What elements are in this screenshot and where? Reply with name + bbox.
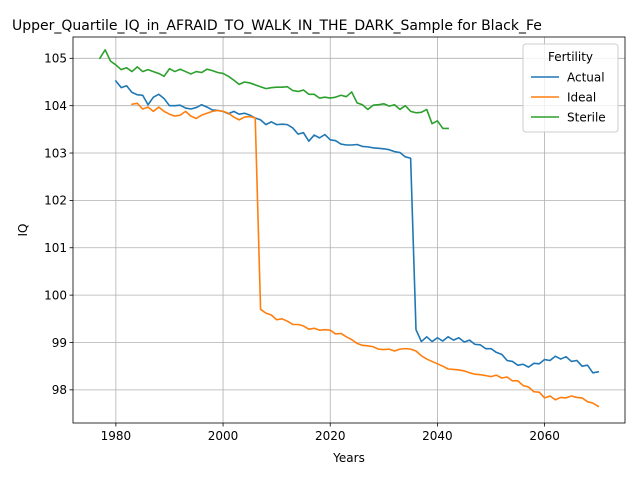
chart-title: Upper_Quartile_IQ_in_AFRAID_TO_WALK_IN_T…	[12, 18, 542, 34]
legend-label-ideal: Ideal	[567, 90, 596, 104]
x-axis-label: Years	[332, 451, 365, 465]
legend-label-actual: Actual	[567, 70, 605, 84]
legend-label-sterile: Sterile	[567, 110, 606, 124]
legend: Fertility Actual Ideal Sterile	[522, 43, 619, 133]
x-tick-label: 2020	[315, 429, 346, 443]
x-tick-label: 2000	[208, 429, 239, 443]
x-tick-label: 1980	[101, 429, 132, 443]
y-axis-label: IQ	[16, 224, 30, 237]
series-line-actual	[114, 79, 600, 374]
x-tick-label: 2060	[529, 429, 560, 443]
axis-ticks: 1980 2000 2020 2040 2060 98 99 100 101 102 103 104 1…	[44, 52, 560, 443]
y-tick-label: 98	[52, 383, 67, 397]
y-tick-label: 105	[44, 52, 67, 66]
y-tick-label: 99	[52, 336, 67, 350]
y-tick-label: 103	[44, 146, 67, 160]
y-tick-label: 100	[44, 288, 67, 302]
legend-entries: Actual Ideal Sterile	[531, 70, 606, 124]
x-tick-label: 2040	[422, 429, 453, 443]
y-tick-label: 102	[44, 194, 67, 208]
legend-title: Fertility	[548, 50, 593, 64]
y-tick-label: 104	[44, 99, 67, 113]
grid	[73, 37, 625, 423]
series-line-ideal	[131, 102, 600, 408]
y-tick-label: 101	[44, 241, 67, 255]
series-line-sterile	[98, 48, 449, 130]
plot-area-frame	[72, 36, 626, 424]
series-lines	[98, 48, 600, 408]
legend-box	[522, 43, 619, 133]
